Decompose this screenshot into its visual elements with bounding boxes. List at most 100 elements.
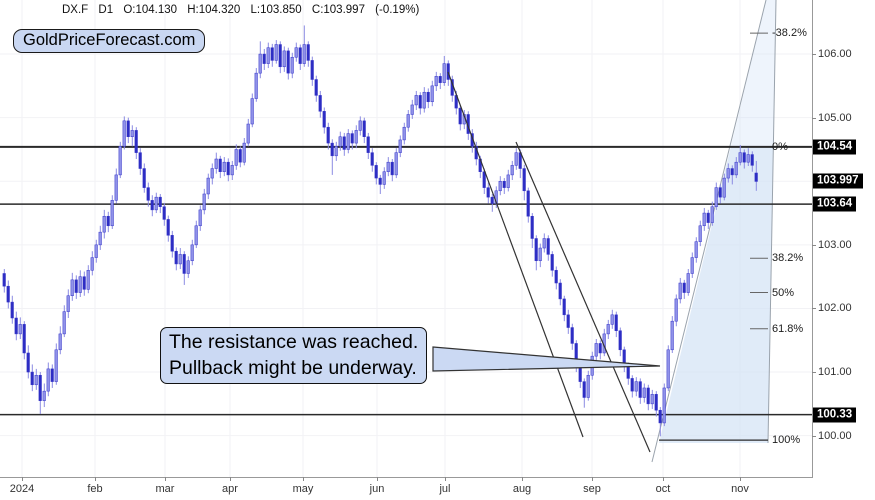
candle-body	[458, 107, 462, 125]
candle-body	[206, 177, 210, 195]
candle-body	[182, 254, 186, 274]
annotation-line-1: The resistance was reached.	[169, 331, 419, 353]
candle-body	[302, 44, 306, 64]
price-badge: 103.997	[813, 173, 863, 189]
candle-body	[750, 154, 754, 166]
candlestick-chart[interactable]	[0, 0, 812, 477]
candle-body	[538, 247, 542, 262]
candle-body	[282, 50, 286, 68]
candle-body	[502, 181, 506, 188]
candle-body	[610, 314, 614, 325]
candle-body	[238, 149, 242, 163]
candle-body	[158, 196, 162, 207]
candle-body	[22, 324, 26, 354]
month-tick	[445, 477, 446, 481]
candle-body	[174, 250, 178, 265]
candle-body	[734, 161, 738, 176]
candle-body	[142, 168, 146, 188]
candle-body	[618, 330, 622, 351]
candle-body	[26, 352, 30, 373]
candle-body	[374, 165, 378, 179]
candle-body	[154, 196, 158, 211]
candle-body	[98, 231, 102, 246]
goldpriceforecast-logo[interactable]: GoldPriceForecast.com	[13, 29, 206, 53]
candle-body	[242, 142, 246, 163]
candle-body	[674, 298, 678, 322]
fib-label: 38.2%	[772, 252, 804, 265]
candle-body	[482, 171, 486, 188]
timeframe-label: D1	[98, 4, 114, 16]
month-tick	[22, 477, 23, 481]
candle-body	[94, 244, 98, 258]
candle-body	[194, 225, 198, 246]
price-axis-line	[812, 0, 813, 477]
candle-body	[190, 244, 194, 262]
candle-body	[198, 209, 202, 227]
candle-body	[70, 279, 74, 296]
candle-body	[34, 374, 38, 386]
candle-body	[6, 285, 10, 303]
open-value: O:104.130	[123, 4, 178, 16]
candle-body	[446, 63, 450, 80]
candle-body	[74, 279, 78, 293]
candle-body	[698, 225, 702, 242]
candle-body	[270, 47, 274, 61]
candle-body	[738, 152, 742, 163]
candle-body	[546, 238, 550, 255]
month-tick	[663, 477, 664, 481]
candle-body	[106, 215, 110, 227]
candle-body	[570, 327, 574, 344]
candle-body	[266, 47, 270, 64]
candle-body	[390, 161, 394, 176]
candle-body	[150, 200, 154, 211]
candle-body	[254, 72, 258, 99]
month-label: feb	[87, 483, 103, 495]
candle-body	[666, 349, 670, 389]
channel-shade-upper	[731, 0, 776, 146]
candle-body	[130, 130, 134, 137]
candle-body	[362, 120, 366, 137]
candle-body	[318, 95, 322, 112]
fib-label: 61.8%	[772, 322, 804, 335]
candle-body	[526, 190, 530, 217]
month-label: jul	[439, 483, 451, 495]
candle-body	[234, 149, 238, 166]
month-tick	[592, 477, 593, 481]
price-axis-label: 103.00	[818, 238, 852, 251]
candle-body	[414, 95, 418, 106]
candle-body	[14, 317, 18, 335]
plot-area[interactable]	[0, 0, 812, 477]
candle-body	[530, 215, 534, 239]
candle-body	[550, 254, 554, 271]
candle-body	[726, 168, 730, 179]
price-tick	[812, 372, 816, 374]
callout-tail	[432, 346, 661, 372]
candle-body	[582, 381, 586, 398]
candle-body	[658, 409, 662, 424]
candle-body	[426, 91, 430, 103]
low-value: L:103.850	[250, 4, 302, 16]
candle-body	[746, 154, 750, 163]
candle-body	[210, 168, 214, 179]
candle-body	[218, 158, 222, 172]
candle-body	[370, 152, 374, 166]
candle-body	[330, 142, 334, 157]
candle-body	[650, 394, 654, 405]
trendline	[447, 71, 584, 438]
candle-body	[706, 212, 710, 223]
price-badge: 104.54	[813, 139, 857, 155]
candle-body	[402, 126, 406, 141]
month-label: jun	[369, 483, 385, 495]
price-axis-label: 105.00	[818, 111, 852, 124]
month-tick	[165, 477, 166, 481]
candle-body	[626, 365, 630, 379]
candle-body	[166, 219, 170, 236]
price-axis-label: 102.00	[818, 302, 852, 315]
candle-body	[386, 161, 390, 172]
candle-body	[710, 206, 714, 223]
candle-body	[558, 282, 562, 300]
annotation-callout: The resistance was reached. Pullback mig…	[160, 327, 428, 384]
candle-body	[718, 187, 722, 198]
candle-body	[670, 320, 674, 351]
candle-body	[646, 387, 650, 405]
